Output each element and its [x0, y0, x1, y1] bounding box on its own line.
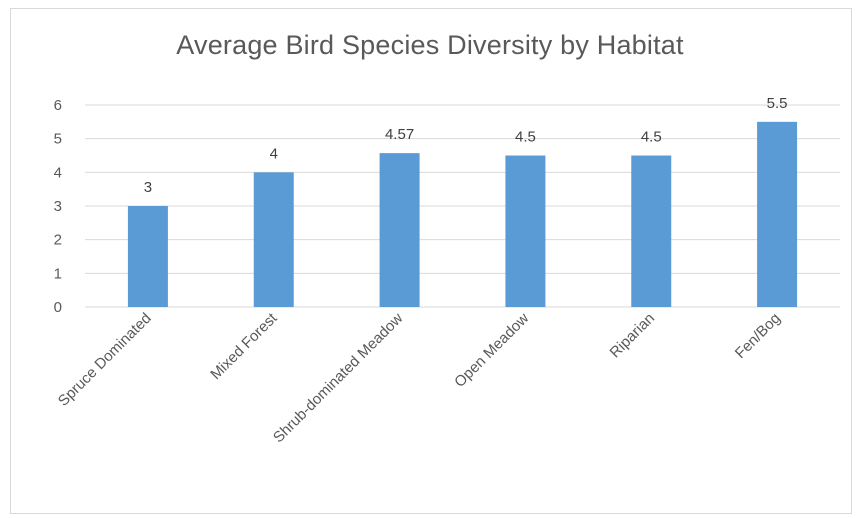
category-labels: Spruce Dominated Mixed ForestShrub-domina…	[55, 309, 784, 446]
chart-title: Average Bird Species Diversity by Habita…	[176, 30, 684, 60]
data-label: 4	[270, 145, 278, 162]
bars	[127, 121, 798, 307]
category-label: Fen/Bog	[732, 310, 784, 362]
category-label: Mixed Forest	[207, 309, 281, 383]
y-tick-label: 3	[54, 198, 62, 215]
data-label: 5.5	[767, 95, 788, 112]
grid-lines	[85, 104, 840, 308]
category-label: Open Meadow	[451, 310, 532, 391]
data-label: 4.5	[515, 129, 536, 146]
category-label: Riparian	[607, 310, 659, 362]
data-labels: 3 4 4.57 4.5 4.5 5.5	[144, 95, 788, 196]
data-label: 4.57	[385, 126, 414, 143]
category-label: Spruce Dominated	[55, 310, 155, 410]
bar	[631, 155, 672, 307]
bar	[253, 172, 294, 307]
y-tick-label: 6	[54, 97, 62, 114]
data-label: 4.5	[641, 129, 662, 146]
data-label: 3	[144, 179, 152, 196]
y-tick-label: 5	[54, 131, 62, 148]
category-label: Shrub-dominated Meadow	[270, 310, 407, 447]
y-tick-label: 4	[54, 164, 62, 181]
bar	[505, 155, 546, 307]
bar	[757, 121, 798, 307]
bar	[127, 206, 168, 307]
y-tick-label: 1	[54, 265, 62, 282]
y-tick-label: 2	[54, 232, 62, 249]
y-tick-label: 0	[54, 299, 62, 316]
bar	[379, 153, 420, 307]
y-axis-ticks: 0 1 2 3 4 5 6	[54, 97, 62, 316]
